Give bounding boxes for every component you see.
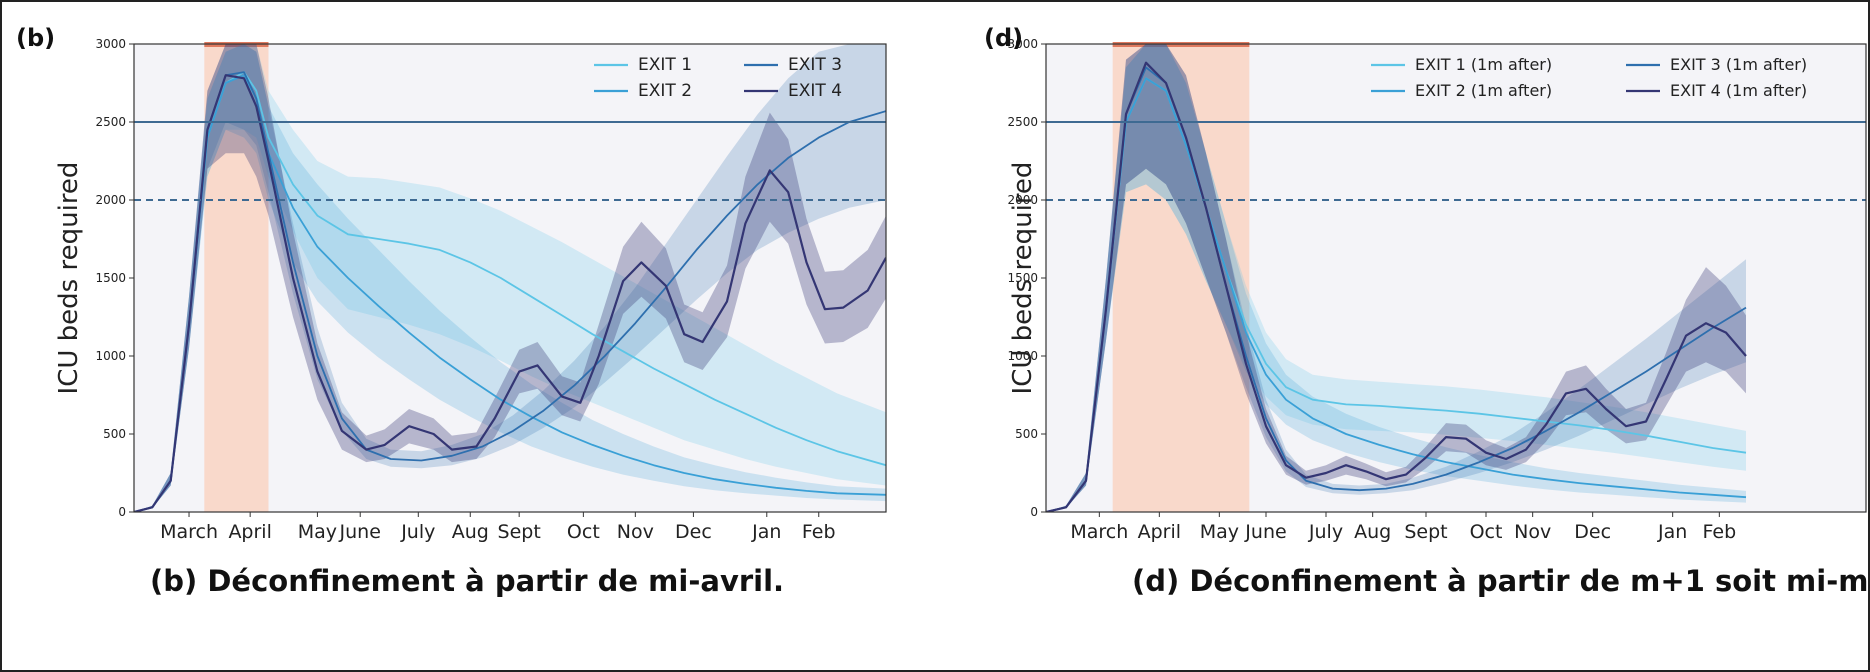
x-tick-label: July (1308, 521, 1343, 543)
y-tick-label: 2500 (1007, 115, 1038, 129)
chart-panel-b: 0 500 1000 1500 2000 2500 3000 March April May Jun… (2, 2, 937, 598)
x-tick-label: Nov (1514, 521, 1551, 543)
series-line-4 (1046, 61, 1747, 512)
legend-label: EXIT 2 (1m after) (1415, 81, 1552, 100)
x-tick-label: March (160, 521, 218, 543)
x-tick-label: Jan (751, 521, 781, 543)
y-axis-label: ICU beds required (1008, 162, 1038, 395)
y-tick-label: 500 (103, 427, 126, 441)
series-band-3 (1046, 44, 1746, 512)
x-tick-label: Nov (617, 521, 654, 543)
series-band-4 (134, 44, 886, 512)
y-tick-label: 3000 (1007, 37, 1038, 51)
x-tick-label: Feb (1703, 521, 1737, 543)
y-tick-label: 0 (1030, 505, 1038, 519)
chart-svg-d: 0 500 1000 1500 2000 2500 3000 March April May Jun… (1007, 37, 1867, 543)
chart-svg-b: 0 500 1000 1500 2000 2500 3000 March April May Jun… (54, 37, 887, 543)
x-tick-label: April (1138, 521, 1181, 543)
y-tick-label: 1500 (1007, 271, 1038, 285)
x-tick-label: April (228, 521, 271, 543)
legend-label: EXIT 3 (788, 55, 842, 75)
legend-label: EXIT 4 (1m after) (1670, 81, 1807, 100)
chart-panel-d: 0 500 1000 1500 2000 2500 3000 March April May Jun… (936, 2, 1870, 598)
x-tick-label: Oct (567, 521, 600, 543)
y-tick-label: 3000 (95, 37, 126, 51)
y-tick-label: 1000 (95, 349, 126, 363)
series-group (134, 44, 886, 512)
series-line-2 (1046, 77, 1747, 512)
x-tick-label: Jan (1657, 521, 1687, 543)
y-tick-label: 1000 (1007, 349, 1038, 363)
x-tick-label: June (339, 521, 381, 543)
y-tick-label: 0 (118, 505, 126, 519)
legend-label: EXIT 1 (638, 55, 692, 75)
y-axis-label: ICU beds required (54, 162, 84, 395)
series-band-4 (1046, 44, 1746, 512)
y-tick-label: 2000 (1007, 193, 1038, 207)
x-tick-label: Aug (1354, 521, 1391, 543)
x-tick-label: May (298, 521, 337, 543)
caption: (b) Déconfinement à partir de mi-avril. (150, 564, 785, 598)
legend-label: EXIT 4 (788, 81, 842, 101)
x-tick-label: Aug (452, 521, 489, 543)
series-band-2 (134, 44, 886, 512)
x-tick-label: Dec (1574, 521, 1611, 543)
y-tick-label: 2000 (95, 193, 126, 207)
x-tick-label: Sept (1404, 521, 1447, 543)
x-tick-label: July (400, 521, 435, 543)
series-line-4 (134, 74, 886, 512)
legend-label: EXIT 2 (638, 81, 692, 101)
legend-label: EXIT 1 (1m after) (1415, 55, 1552, 74)
panel-label: (b) (16, 24, 56, 52)
x-tick-label: Feb (802, 521, 836, 543)
series-band-1 (1046, 44, 1746, 512)
legend-label: EXIT 3 (1m after) (1670, 55, 1807, 74)
series-line-2 (134, 74, 886, 512)
y-tick-label: 2500 (95, 115, 126, 129)
series-band-1 (134, 44, 886, 512)
x-tick-label: Dec (675, 521, 712, 543)
x-tick-label: May (1200, 521, 1239, 543)
x-tick-label: March (1070, 521, 1128, 543)
y-tick-label: 500 (1015, 427, 1038, 441)
x-tick-label: Sept (498, 521, 541, 543)
series-group (1046, 44, 1747, 512)
panel-label: (d) (984, 24, 1024, 52)
x-tick-label: Oct (1470, 521, 1503, 543)
series-band-3 (134, 44, 886, 512)
y-tick-label: 1500 (95, 271, 126, 285)
x-tick-label: June (1244, 521, 1286, 543)
caption: (d) Déconfinement à partir de m+1 soit m… (1132, 564, 1870, 598)
